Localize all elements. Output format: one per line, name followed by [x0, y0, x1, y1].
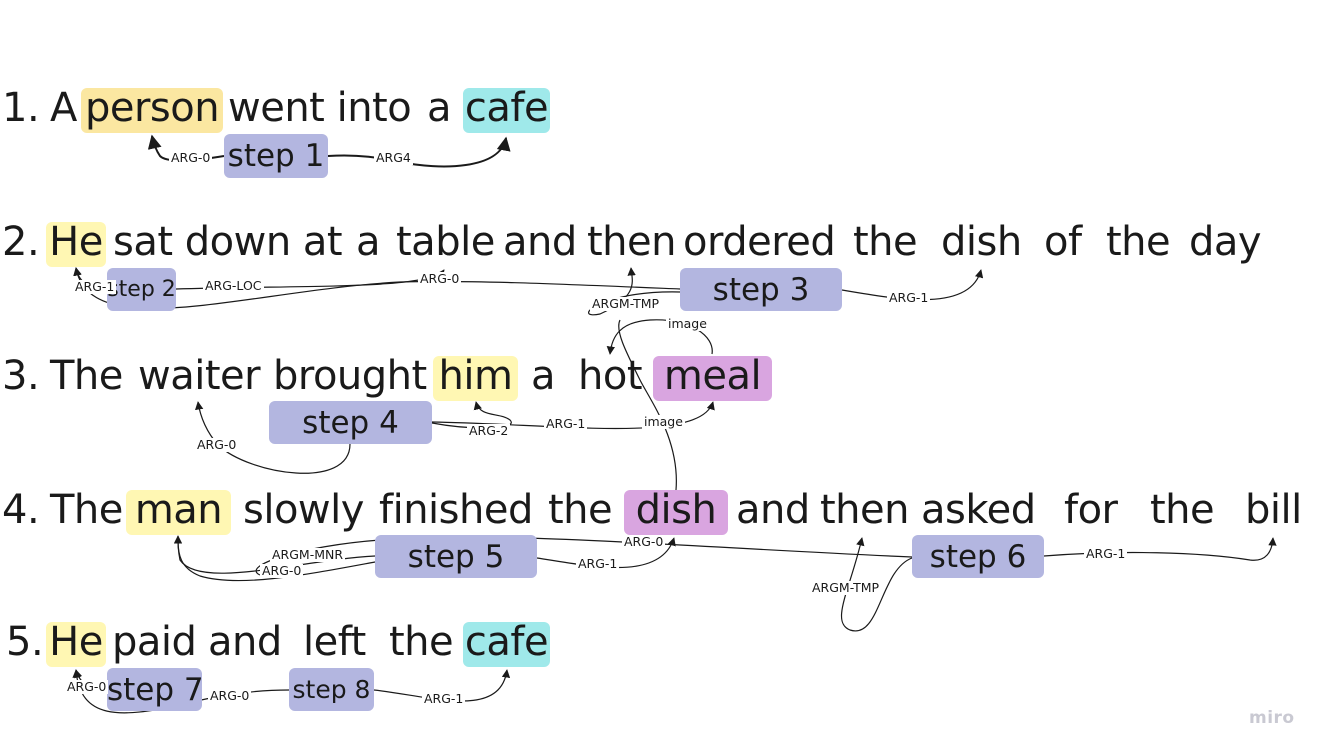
highlight-him: [433, 356, 518, 401]
edge-label-image: image: [642, 414, 685, 429]
word: the: [853, 219, 918, 265]
word: brought: [273, 353, 427, 399]
edge-label-argloc: ARG-LOC: [203, 278, 264, 293]
edge-label-image: image: [666, 316, 709, 331]
highlight-man: [126, 490, 231, 535]
word: and: [208, 619, 282, 665]
word: of: [1044, 219, 1082, 265]
highlight-person: [81, 88, 223, 133]
entity-he: He: [49, 619, 103, 665]
word: for: [1064, 487, 1118, 533]
word: then: [587, 219, 677, 265]
edge-s5-arg1: [536, 537, 676, 569]
edge-label-arg1: ARG-1: [887, 290, 931, 305]
edge-label-argmmnr: ARGM-MNR: [270, 547, 346, 562]
entity-meal: meal: [663, 353, 762, 399]
word: the: [1150, 487, 1215, 533]
step-7-node: step 7: [107, 668, 204, 711]
word: ordered: [683, 219, 836, 265]
edge-s5-arg0-tail: [177, 539, 376, 582]
word: The: [50, 487, 123, 533]
highlight-meal: [653, 356, 772, 401]
edge-image-mid: [618, 319, 677, 491]
edge-label-arg0: ARG-0: [65, 679, 109, 694]
step-8-node: step 8: [289, 668, 374, 711]
word: finished: [379, 487, 533, 533]
step-1-node: step 1: [224, 134, 328, 178]
word: the: [1106, 219, 1171, 265]
edge-label-arg1: ARG-1: [422, 691, 466, 706]
edge-label-arg0: ARG-0: [195, 437, 239, 452]
word: hot: [578, 353, 643, 399]
entity-person: person: [84, 85, 220, 131]
sentence-5-number: 5.: [6, 619, 44, 665]
word: the: [548, 487, 613, 533]
highlight-he-5: [46, 622, 106, 667]
word: sat down at: [113, 219, 343, 265]
edge-label-arg1: ARG-1: [1084, 546, 1128, 561]
word: bill: [1245, 487, 1302, 533]
word: asked: [921, 487, 1036, 533]
edge-label-argmtmp: ARGM-TMP: [590, 296, 662, 311]
edge-s4-arg1: [431, 401, 715, 430]
sentence-4-number: 4.: [2, 487, 40, 533]
entity-cafe: cafe: [464, 619, 549, 665]
edge-label-arg0: ARG-0: [208, 688, 252, 703]
highlight-cafe-1: [463, 88, 550, 133]
step-5-node: step 5: [375, 535, 537, 578]
edge-label-arg0: ARG-0: [169, 150, 213, 165]
edge-s3-argmtmp: [588, 267, 681, 316]
entity-cafe: cafe: [464, 85, 549, 131]
word: dish: [941, 219, 1022, 265]
step-6-node: step 6: [912, 535, 1044, 578]
edge-s4-arg0: [195, 401, 351, 474]
edge-label-arg0: ARG-0: [418, 271, 462, 286]
word: went into: [228, 85, 412, 131]
word: and: [736, 487, 810, 533]
word: a: [356, 219, 381, 265]
entity-man: man: [134, 487, 223, 533]
word: waiter: [138, 353, 261, 399]
step-2-node: step 2: [107, 268, 176, 311]
edge-label-arg1: ARG-1: [73, 279, 117, 294]
edge-label-argmtmp: ARGM-TMP: [810, 580, 882, 595]
word: The: [50, 353, 123, 399]
edge-label-arg1: ARG-1: [576, 556, 620, 571]
edge-image-top: [606, 319, 713, 355]
sentence-1-number: 1.: [2, 85, 40, 131]
entity-dish: dish: [635, 487, 717, 533]
word: and: [503, 219, 577, 265]
edge-label-arg1: ARG-1: [544, 416, 588, 431]
step-4-node: step 4: [269, 401, 432, 444]
edge-label-arg0: ARG-0: [260, 563, 304, 578]
word: left: [303, 619, 366, 665]
word: paid: [112, 619, 197, 665]
highlight-cafe-5: [463, 622, 550, 667]
edge-label-arg0: ARG-0: [622, 534, 666, 549]
word: slowly: [243, 487, 364, 533]
edge-s6-arg1: [1043, 537, 1277, 561]
highlight-dish: [624, 490, 728, 535]
highlight-he-2: [46, 222, 106, 267]
entity-he: He: [49, 219, 103, 265]
sentence-3-number: 3.: [2, 353, 40, 399]
word: the: [389, 619, 454, 665]
edge-s4-arg2: [431, 401, 512, 429]
edge-s1-arg4: [327, 136, 511, 168]
word: a: [427, 85, 452, 131]
word: A: [50, 85, 77, 131]
word: then: [820, 487, 910, 533]
miro-watermark: miro: [1249, 708, 1295, 728]
step-3-node: step 3: [680, 268, 842, 311]
edge-label-arg2: ARG-2: [467, 423, 511, 438]
word: a: [531, 353, 556, 399]
entity-him: him: [438, 353, 513, 399]
edge-label-arg4: ARG4: [374, 150, 413, 165]
word: table: [396, 219, 495, 265]
word: day: [1189, 219, 1262, 265]
sentence-2-number: 2.: [2, 219, 40, 265]
